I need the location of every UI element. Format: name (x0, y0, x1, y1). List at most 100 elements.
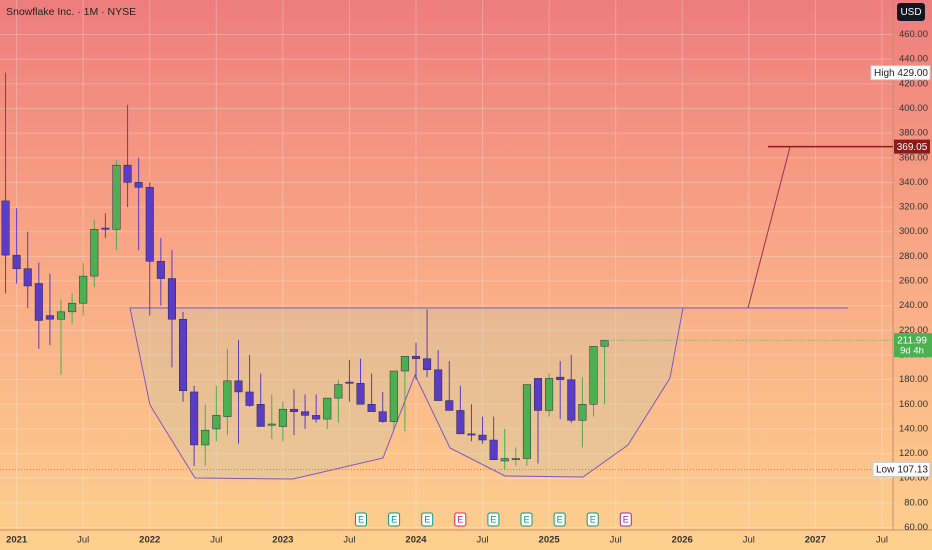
x-tick-label: Jul (210, 535, 222, 546)
candle-body (112, 164, 121, 230)
candle-body (456, 410, 465, 435)
candle-body (190, 391, 199, 446)
x-tick-label: 2025 (539, 535, 561, 546)
currency-button[interactable] (897, 3, 925, 21)
y-tick-label: 420.00 (899, 78, 928, 89)
candle-body (12, 254, 21, 269)
event-label: E (590, 514, 596, 524)
candle-body (434, 369, 443, 401)
candle-body (389, 370, 398, 422)
event-label: E (424, 514, 430, 524)
candle-body (511, 458, 520, 460)
candle-body (134, 182, 143, 188)
high-name: High (874, 68, 895, 79)
candle-body (289, 408, 298, 412)
candle-body (600, 339, 609, 347)
chart-title: Snowflake Inc. · 1M · NYSE (6, 6, 136, 18)
event-marker (619, 512, 632, 527)
candle-body (533, 378, 543, 411)
candle-body (356, 383, 365, 405)
x-tick-label: Jul (77, 535, 89, 546)
candle-body (489, 439, 498, 460)
event-label: E (358, 514, 364, 524)
low-value: 107.13 (897, 465, 928, 476)
candle-body (123, 164, 132, 183)
event-label: E (523, 514, 529, 524)
low-name: Low (876, 465, 895, 476)
low-box (872, 461, 931, 477)
y-tick-label: 400.00 (899, 103, 928, 114)
y-tick-label: 280.00 (899, 251, 928, 262)
currency[interactable]: USD (900, 7, 921, 18)
candle-body (301, 411, 310, 416)
y-tick-label: 220.00 (899, 325, 928, 336)
candle-body (201, 429, 210, 446)
x-tick-label: 2021 (6, 535, 28, 546)
candles (0, 72, 893, 470)
candle-body (589, 346, 598, 405)
candle-body (478, 434, 487, 441)
y-tick-label: 360.00 (899, 152, 928, 163)
last-price-label: 211.99 (897, 335, 927, 346)
y-tick-label: 80.00 (904, 497, 928, 508)
event-label: E (490, 514, 496, 524)
event-marker (454, 512, 467, 527)
candle-body (400, 355, 409, 372)
candle-body (500, 458, 509, 462)
candle-body (79, 275, 88, 304)
candle-body (367, 404, 376, 412)
x-tick-label: 2027 (805, 535, 826, 546)
y-tick-label: 340.00 (899, 177, 928, 188)
target-label: 369.05 (897, 142, 928, 153)
event-marker (355, 512, 367, 527)
high-value: 429.00 (897, 68, 928, 79)
event-marker (586, 512, 599, 527)
projection (747, 146, 791, 309)
candle-body (179, 318, 188, 391)
event-marker (520, 512, 533, 527)
candle-body (567, 379, 576, 421)
x-tick-label: Jul (343, 535, 355, 546)
candle-body (267, 423, 276, 426)
candle-body (256, 404, 265, 427)
candle-body (323, 397, 332, 420)
x-tick-label: Jul (743, 535, 755, 546)
countdown: 9d 4h (900, 346, 924, 357)
cup-pattern (129, 307, 684, 480)
candle-body (334, 384, 343, 399)
candle-body (445, 400, 454, 411)
x-tick-label: 2024 (405, 535, 427, 546)
last-price-box (894, 333, 932, 358)
event-marker (487, 512, 500, 527)
x-tick-label: Jul (876, 535, 888, 546)
candle-body (101, 227, 110, 230)
candle-body (423, 358, 432, 371)
y-tick-label: 60.00 (904, 522, 928, 533)
candle-body (245, 391, 254, 406)
candle-body (378, 411, 387, 422)
event-marker (553, 512, 566, 527)
y-tick-label: 320.00 (899, 202, 928, 213)
candle-body (45, 315, 54, 320)
candle-body (578, 404, 587, 421)
candle-body (23, 268, 32, 287)
event-marker (421, 512, 434, 527)
candle-body (278, 408, 287, 427)
candle-body (556, 376, 565, 380)
y-tick-label: 460.00 (899, 29, 928, 40)
x-tick-label: 2023 (272, 535, 293, 546)
event-label: E (457, 514, 463, 524)
candle-body (545, 378, 554, 411)
candle-body (34, 283, 43, 321)
candle-body (68, 302, 77, 313)
candle-body (167, 278, 176, 320)
candle-body (312, 415, 321, 420)
y-tick-label: 140.00 (899, 423, 928, 434)
candle-body (1, 200, 10, 256)
candle-body (345, 381, 354, 384)
y-tick-label: 440.00 (899, 54, 928, 65)
candle-body (90, 229, 99, 277)
x-tick-label: 2026 (672, 535, 693, 546)
